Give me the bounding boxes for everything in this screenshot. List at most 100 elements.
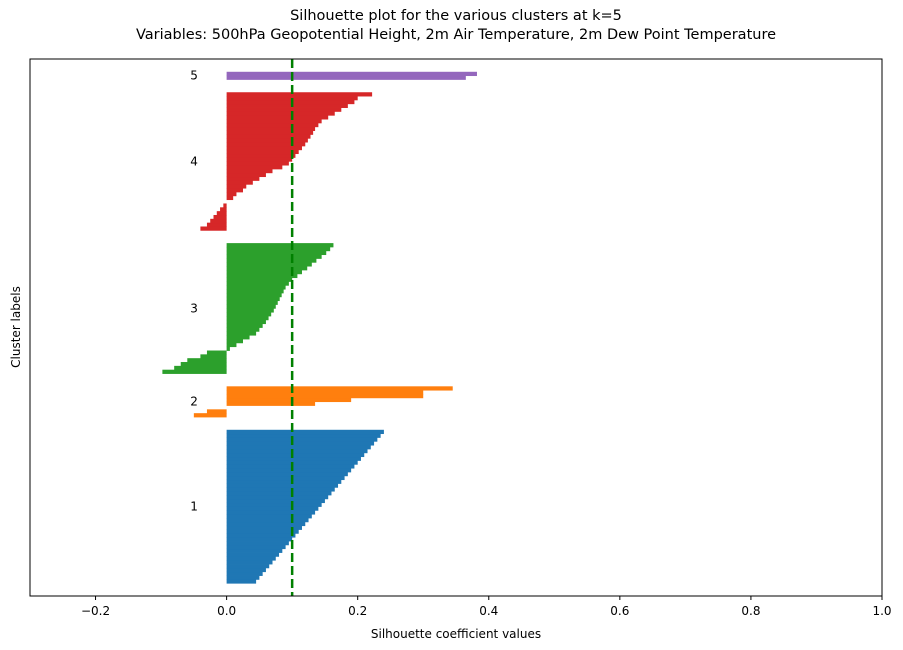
chart-subtitle: Variables: 500hPa Geopotential Height, 2… [136,27,776,43]
silhouette-bar-cluster-1 [226,537,293,542]
silhouette-bar-cluster-4 [223,203,227,208]
silhouette-bar-cluster-4 [226,191,237,197]
silhouette-bar-cluster-4 [216,211,227,216]
silhouette-bar-cluster-4 [226,103,348,108]
x-tick-label: 1.0 [872,604,891,618]
silhouette-bar-cluster-4 [226,180,253,185]
silhouette-bar-cluster-4 [226,115,329,120]
silhouette-bar-cluster-3 [226,323,263,328]
silhouette-bar-cluster-1 [226,529,299,534]
silhouette-bar-cluster-1 [226,479,342,484]
silhouette-bar-cluster-1 [226,475,345,481]
cluster-label-5: 5 [190,69,198,83]
silhouette-bar-cluster-3 [226,273,298,279]
silhouette-bar-cluster-3 [226,254,322,259]
silhouette-bar-cluster-1 [226,468,352,473]
silhouette-bar-cluster-2 [226,397,352,403]
silhouette-bar-cluster-4 [210,218,227,224]
silhouette-bar-cluster-5 [226,71,477,77]
silhouette-bar-cluster-3 [226,296,280,302]
silhouette-bar-cluster-1 [226,510,316,515]
silhouette-bar-cluster-4 [226,149,299,155]
silhouette-bar-cluster-4 [226,153,296,158]
silhouette-bar-cluster-3 [226,269,302,275]
silhouette-bar-cluster-3 [226,346,230,351]
silhouette-bar-cluster-3 [174,365,227,371]
silhouette-bar-cluster-3 [206,350,227,355]
silhouette-bar-cluster-3 [226,300,278,305]
silhouette-bar-cluster-1 [226,544,286,550]
silhouette-bar-cluster-3 [226,277,293,282]
silhouette-bar-cluster-1 [226,525,302,530]
x-tick-label: 0.2 [348,604,367,618]
silhouette-bar-cluster-1 [226,498,325,504]
silhouette-bar-cluster-1 [226,575,260,580]
silhouette-bar-cluster-4 [226,142,306,147]
silhouette-bar-cluster-3 [226,243,334,248]
silhouette-bar-cluster-4 [226,168,273,174]
silhouette-bar-cluster-2 [226,386,453,391]
silhouette-bar-cluster-4 [226,111,335,116]
cluster-labels: 1 2 3 4 5 [190,69,198,514]
silhouette-bar-cluster-4 [226,138,308,143]
silhouette-bar-cluster-3 [226,312,272,317]
silhouette-bar-cluster-5 [226,75,466,80]
silhouette-bar-cluster-1 [226,445,371,450]
silhouette-bar-cluster-4 [226,161,289,166]
silhouette-bar-cluster-3 [226,339,243,344]
silhouette-bar-cluster-3 [200,354,227,359]
x-axis-ticks: −0.2 0.0 0.2 0.4 0.6 0.8 1.0 [81,596,892,618]
silhouette-bar-cluster-3 [226,246,331,252]
silhouette-bar-cluster-1 [226,456,361,461]
silhouette-bar-cluster-3 [226,308,274,313]
silhouette-bar-cluster-1 [226,560,273,565]
silhouette-bar-cluster-1 [226,521,306,527]
silhouette-bar-cluster-1 [226,452,365,458]
silhouette-bar-cluster-4 [226,184,247,189]
silhouette-bar-cluster-4 [226,122,319,128]
silhouette-bar-cluster-4 [226,145,302,151]
silhouette-bar-cluster-3 [180,362,227,367]
silhouette-bar-cluster-4 [213,214,227,220]
x-tick-label: 0.6 [610,604,629,618]
silhouette-bar-cluster-3 [226,292,282,298]
silhouette-bar-cluster-4 [226,107,342,112]
silhouette-bar-cluster-3 [226,250,327,256]
silhouette-bar-cluster-4 [226,92,373,97]
silhouette-bar-cluster-4 [226,130,314,135]
silhouette-bar-cluster-1 [226,437,378,442]
silhouette-bar-cluster-1 [226,541,289,546]
cluster-label-4: 4 [190,154,198,168]
silhouette-bar-cluster-2 [193,413,227,418]
silhouette-bar-cluster-1 [226,483,339,488]
silhouette-bar-cluster-1 [226,494,329,500]
silhouette-bars [162,71,477,584]
silhouette-bar-cluster-4 [226,195,234,201]
silhouette-bar-cluster-1 [226,567,266,573]
silhouette-bar-cluster-1 [226,491,332,496]
silhouette-bar-cluster-3 [226,335,250,340]
silhouette-bar-cluster-1 [226,571,263,576]
silhouette-bar-cluster-3 [226,285,286,290]
silhouette-bar-cluster-1 [226,564,270,569]
silhouette-bar-cluster-1 [226,433,381,438]
silhouette-bar-cluster-3 [226,319,266,325]
silhouette-bar-cluster-2 [226,401,316,406]
silhouette-bar-cluster-4 [226,188,243,193]
silhouette-bar-cluster-3 [187,358,227,363]
silhouette-bar-cluster-1 [226,556,276,561]
silhouette-bar-cluster-4 [226,157,293,162]
silhouette-bar-cluster-1 [226,518,309,523]
silhouette-bar-cluster-1 [226,471,348,477]
silhouette-bar-cluster-3 [226,289,284,294]
silhouette-bar-cluster-1 [226,429,384,435]
silhouette-bar-cluster-1 [226,552,280,557]
silhouette-bar-cluster-2 [206,409,227,414]
silhouette-bar-cluster-4 [200,226,227,231]
silhouette-bar-cluster-3 [226,262,312,267]
silhouette-bar-cluster-1 [226,448,368,454]
y-axis-label: Cluster labels [9,286,23,368]
silhouette-bar-cluster-4 [206,222,227,227]
silhouette-bar-cluster-1 [226,579,257,584]
